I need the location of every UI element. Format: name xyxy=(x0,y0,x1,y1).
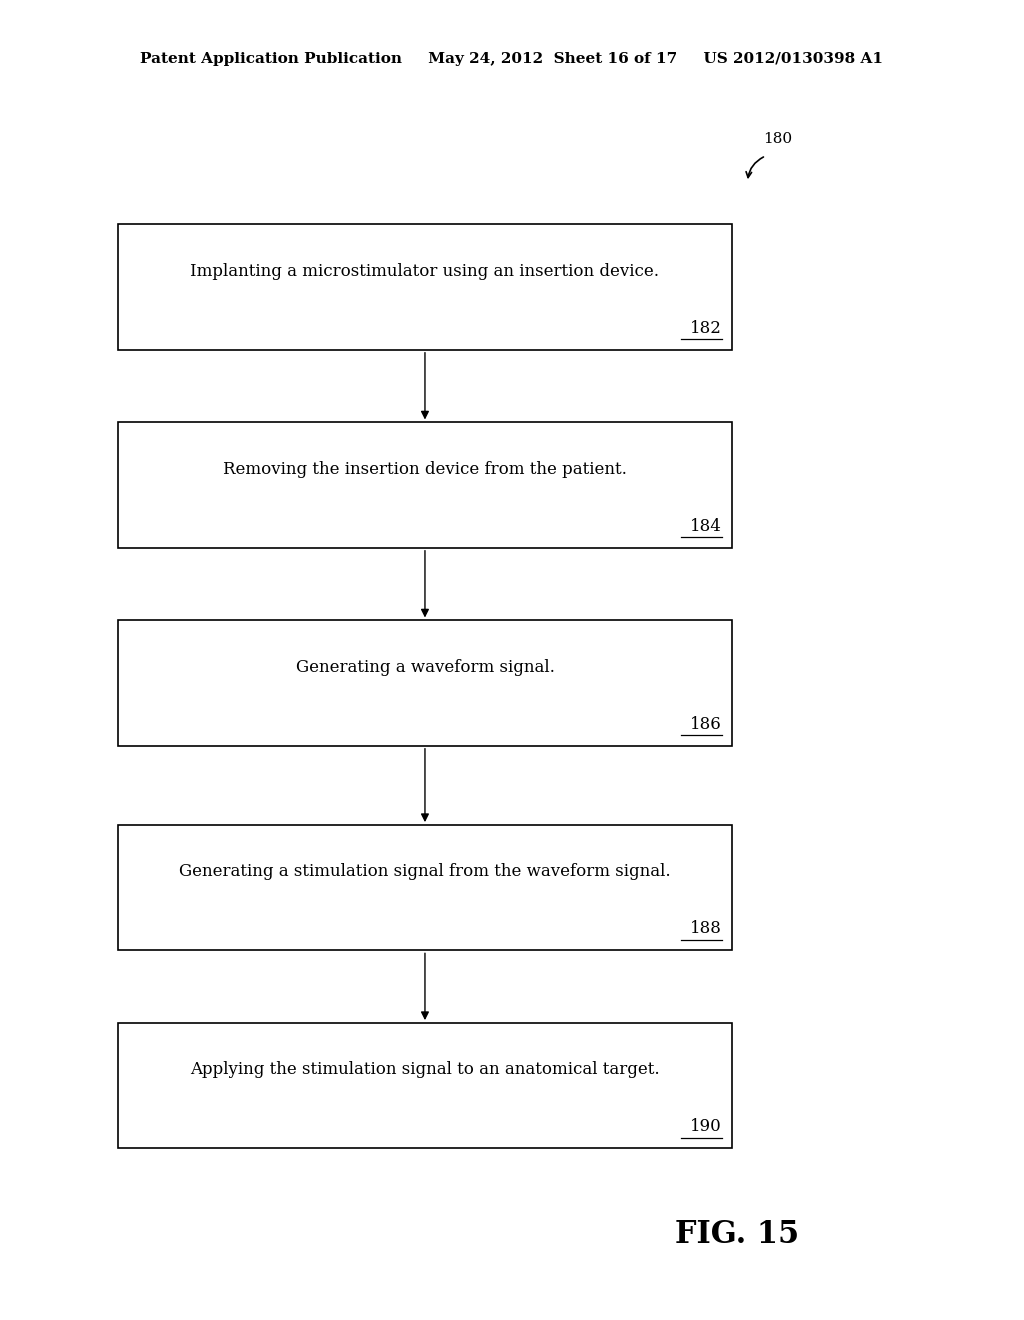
Text: 188: 188 xyxy=(690,920,722,937)
Text: Generating a stimulation signal from the waveform signal.: Generating a stimulation signal from the… xyxy=(179,863,671,880)
Text: 180: 180 xyxy=(763,132,792,145)
Text: Applying the stimulation signal to an anatomical target.: Applying the stimulation signal to an an… xyxy=(190,1061,659,1078)
Text: Patent Application Publication     May 24, 2012  Sheet 16 of 17     US 2012/0130: Patent Application Publication May 24, 2… xyxy=(140,53,884,66)
Text: 184: 184 xyxy=(690,517,722,535)
Text: Generating a waveform signal.: Generating a waveform signal. xyxy=(296,659,554,676)
Text: 190: 190 xyxy=(690,1118,722,1135)
Text: 186: 186 xyxy=(690,715,722,733)
FancyBboxPatch shape xyxy=(118,620,732,746)
Text: Removing the insertion device from the patient.: Removing the insertion device from the p… xyxy=(223,461,627,478)
Text: 182: 182 xyxy=(690,319,722,337)
Text: Implanting a microstimulator using an insertion device.: Implanting a microstimulator using an in… xyxy=(190,263,659,280)
FancyBboxPatch shape xyxy=(118,422,732,548)
Text: FIG. 15: FIG. 15 xyxy=(675,1218,800,1250)
FancyBboxPatch shape xyxy=(118,224,732,350)
FancyBboxPatch shape xyxy=(118,1023,732,1148)
FancyBboxPatch shape xyxy=(118,825,732,950)
